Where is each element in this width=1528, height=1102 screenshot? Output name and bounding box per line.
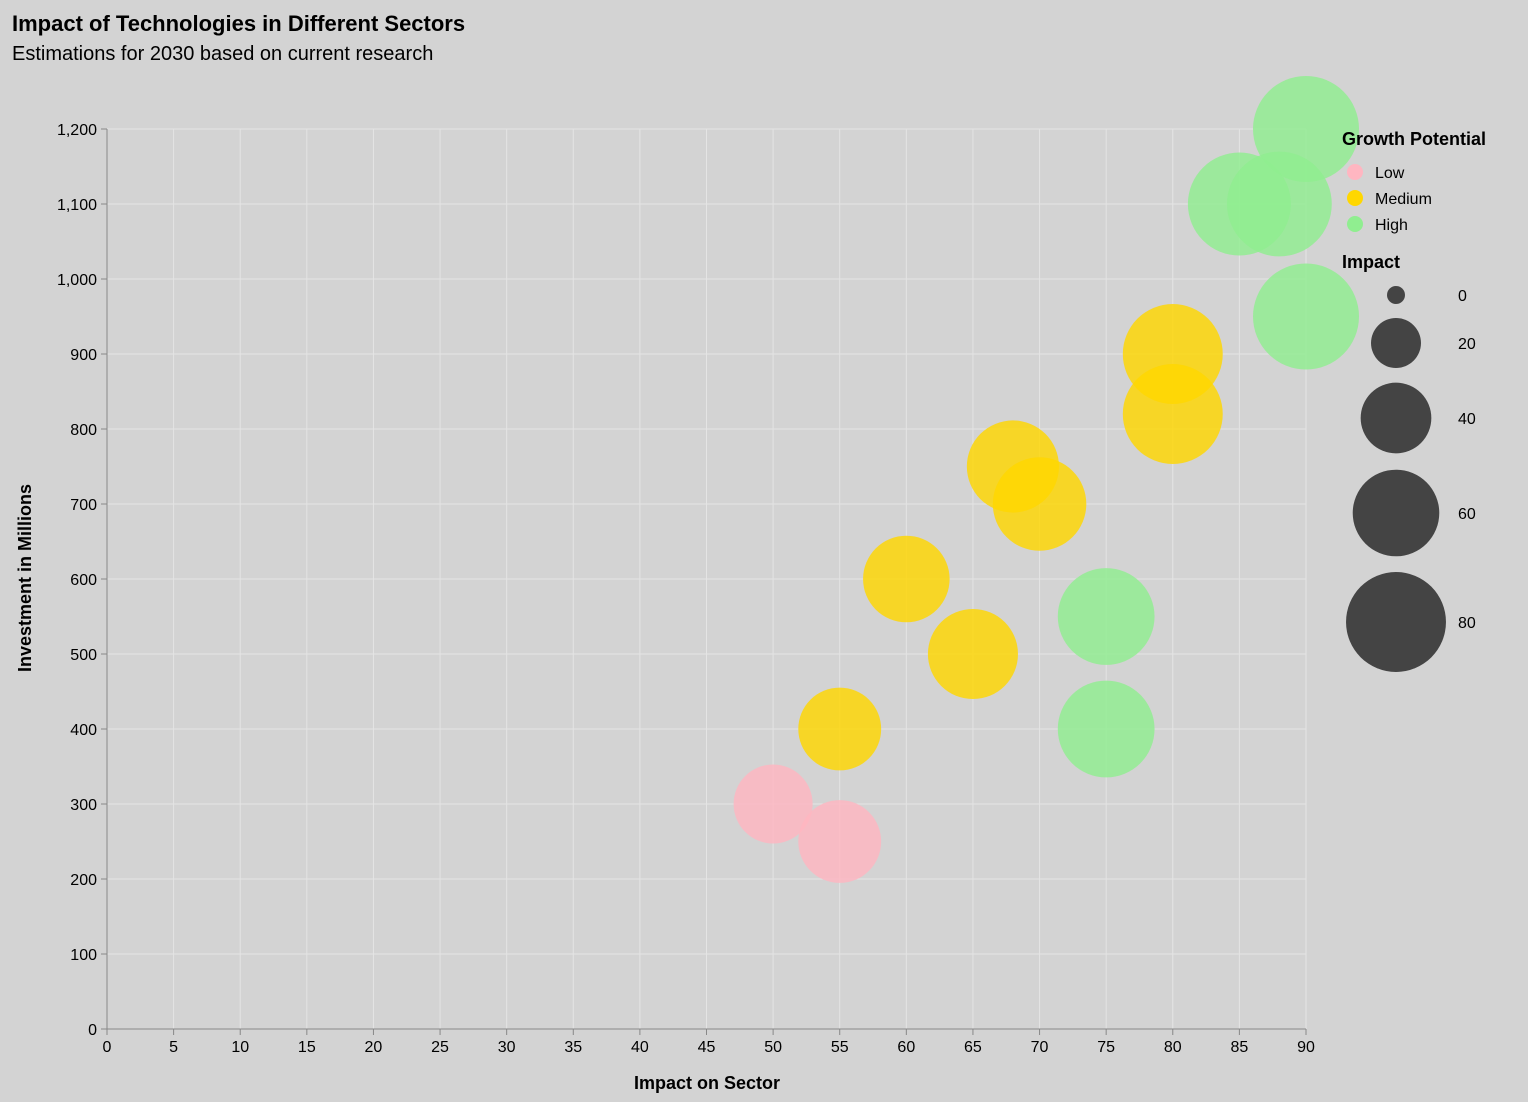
x-tick-label: 75 — [1097, 1039, 1115, 1056]
x-tick-label: 50 — [764, 1039, 782, 1056]
data-point-medium — [992, 457, 1087, 551]
y-tick-label: 800 — [70, 422, 97, 439]
x-tick-label: 70 — [1031, 1039, 1049, 1056]
data-point-low — [798, 800, 882, 883]
y-tick-label: 900 — [70, 347, 97, 364]
y-tick-label: 1,000 — [57, 272, 97, 289]
y-tick-label: 1,100 — [57, 197, 97, 214]
data-point-medium — [798, 687, 882, 771]
size-legend-circle — [1371, 318, 1421, 368]
y-tick-label: 200 — [70, 872, 97, 889]
chart-subtitle: Estimations for 2030 based on current re… — [12, 43, 433, 65]
x-tick-label: 85 — [1230, 1039, 1248, 1056]
size-legend-circle — [1346, 572, 1446, 672]
color-legend: Growth Potential Low Medium High — [1342, 129, 1486, 234]
y-tick-label: 300 — [70, 797, 97, 814]
y-tick-label: 0 — [88, 1022, 97, 1039]
x-tick-label: 0 — [103, 1039, 112, 1056]
size-legend-title: Impact — [1342, 252, 1400, 272]
x-tick-label: 90 — [1297, 1039, 1315, 1056]
legend-swatch-low — [1347, 164, 1363, 180]
x-tick-label: 40 — [631, 1039, 649, 1056]
y-tick-label: 400 — [70, 722, 97, 739]
x-tick-label: 10 — [231, 1039, 249, 1056]
y-tick-label: 1,200 — [57, 122, 97, 139]
legend-swatch-high — [1347, 216, 1363, 232]
x-tick-label: 35 — [564, 1039, 582, 1056]
x-tick-label: 25 — [431, 1039, 449, 1056]
color-legend-title: Growth Potential — [1342, 129, 1486, 149]
data-point-medium — [1122, 364, 1223, 464]
chart-title: Impact of Technologies in Different Sect… — [12, 11, 465, 36]
data-point-medium — [927, 608, 1018, 700]
y-tick-label: 100 — [70, 947, 97, 964]
data-point-high — [1253, 263, 1359, 370]
x-tick-label: 45 — [698, 1039, 716, 1056]
size-legend-circle — [1387, 286, 1405, 304]
data-points — [733, 76, 1359, 883]
legend-label-low: Low — [1375, 165, 1405, 182]
x-tick-label: 80 — [1164, 1039, 1182, 1056]
size-legend: Impact 0 20 40 60 80 — [1342, 252, 1476, 672]
size-legend-label: 80 — [1458, 615, 1476, 632]
x-tick-label: 65 — [964, 1039, 982, 1056]
y-tick-label: 500 — [70, 647, 97, 664]
axes: 0 5 10 15 20 25 30 35 40 45 50 55 60 65 70 75 80 85 900100… — [57, 122, 1315, 1056]
y-tick-label: 600 — [70, 572, 97, 589]
size-legend-label: 40 — [1458, 411, 1476, 428]
x-tick-label: 15 — [298, 1039, 316, 1056]
size-legend-label: 20 — [1458, 336, 1476, 353]
size-legend-circle — [1352, 469, 1440, 557]
x-tick-label: 55 — [831, 1039, 849, 1056]
x-axis-title: Impact on Sector — [634, 1073, 780, 1093]
data-point-medium — [863, 535, 950, 623]
size-legend-label: 60 — [1458, 506, 1476, 523]
y-tick-label: 700 — [70, 497, 97, 514]
x-tick-label: 60 — [897, 1039, 915, 1056]
size-legend-circle — [1360, 382, 1432, 454]
data-point-low — [733, 764, 813, 844]
x-tick-label: 20 — [365, 1039, 383, 1056]
data-point-high — [1057, 680, 1155, 778]
legend-label-high: High — [1375, 217, 1408, 234]
legend-swatch-medium — [1347, 190, 1363, 206]
size-legend-label: 0 — [1458, 288, 1467, 305]
y-axis-title: Investment in Millions — [15, 484, 35, 672]
data-point-high — [1057, 568, 1155, 665]
x-tick-label: 5 — [169, 1039, 178, 1056]
x-tick-label: 30 — [498, 1039, 516, 1056]
data-point-high — [1226, 151, 1332, 257]
legend-label-medium: Medium — [1375, 191, 1432, 208]
